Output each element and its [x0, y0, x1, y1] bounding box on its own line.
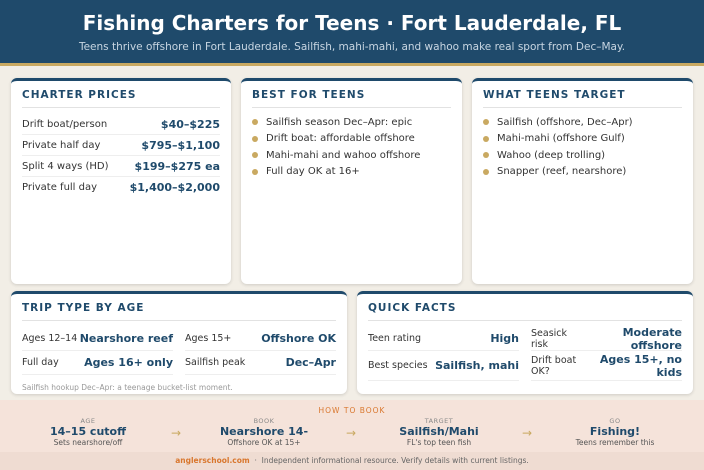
bullet: Mahi-mahi and wahoo offshore — [252, 147, 451, 164]
card: WHAT TEENS TARGET Sailfish (offshore, De… — [472, 78, 693, 284]
pair: Ages 15+ Offshore OK — [185, 327, 336, 351]
title: Fishing Charters for Teens · Fort Lauder… — [82, 11, 622, 35]
card: TRIP TYPE BY AGE Ages 12–14 Nearshore ree… — [11, 291, 347, 394]
text: Drift boat: affordable offshore — [266, 133, 415, 145]
row: Private full day $1,400–$2,000 — [22, 177, 220, 198]
facts-grid: Ages 12–14 Nearshore reef Ages 15+ Offshor… — [22, 327, 336, 375]
bullet: Full day OK at 16+ — [252, 164, 451, 181]
card-title: CHARTER PRICES — [22, 81, 220, 108]
bullet: Snapper (reef, nearshore) — [483, 164, 682, 181]
text: Sailfish (offshore, Dec–Apr) — [497, 116, 633, 128]
label: Split 4 ways (HD) — [22, 160, 109, 172]
label: Ages 12–14 — [22, 333, 78, 344]
step-note: Sets nearshore/off — [53, 438, 123, 447]
footer-text: Independent informational resource. Veri… — [261, 456, 529, 465]
label: Sailfish peak — [185, 357, 246, 368]
pair: Ages 12–14 Nearshore reef — [22, 327, 173, 351]
label: Private half day — [22, 139, 101, 151]
value: Dec–Apr — [285, 356, 336, 369]
bullet: Wahoo (deep trolling) — [483, 147, 682, 164]
text: Sailfish season Dec–Apr: epic — [266, 116, 413, 128]
footer: anglerschool.com · Independent informati… — [0, 452, 704, 470]
step: BOOK Nearshore 14- Offshore OK at 15+ — [194, 417, 334, 447]
arrow: → — [171, 426, 182, 440]
bullet: Mahi-mahi (offshore Gulf) — [483, 131, 682, 148]
facts-grid: Teen rating High Seasick risk Moderate off… — [368, 325, 682, 381]
text: Mahi-mahi and wahoo offshore — [266, 149, 421, 161]
step-value: Nearshore 14- — [219, 425, 309, 438]
subtitle: Teens thrive offshore in Fort Lauderdale… — [78, 41, 626, 53]
step-label: BOOK — [253, 417, 275, 425]
step-note: FL's top teen fish — [406, 438, 472, 447]
value: $1,400–$2,000 — [129, 181, 220, 194]
label: Best species — [368, 360, 428, 371]
value: $199–$275 ea — [134, 159, 220, 173]
step-label: AGE — [80, 417, 96, 425]
step-value: Fishing! — [589, 425, 641, 438]
card-title: BEST FOR TEENS — [252, 81, 451, 108]
label: Teen rating — [368, 333, 422, 344]
step-note: Offshore OK at 15+ — [227, 438, 301, 447]
value: Ages 15+, no kids — [599, 352, 682, 379]
step: TARGET Sailfish/Mahi FL's top teen fish — [369, 417, 509, 447]
note: Sailfish hookup Dec–Apr: a teenage bucke… — [22, 383, 233, 392]
card-title: QUICK FACTS — [368, 294, 682, 321]
pair: Seasick risk Moderate offshore — [531, 325, 682, 352]
text: Snapper (reef, nearshore) — [497, 166, 627, 178]
pair: Teen rating High — [368, 327, 519, 351]
bullet: Sailfish (offshore, Dec–Apr) — [483, 114, 682, 131]
arrow: → — [522, 426, 533, 440]
pair: Full day Ages 16+ only — [22, 351, 173, 375]
text: Wahoo (deep trolling) — [497, 149, 606, 161]
card-title: TRIP TYPE BY AGE — [22, 294, 336, 321]
value: Moderate offshore — [622, 325, 682, 352]
label: Drift boat OK? — [531, 354, 577, 377]
value: Offshore OK — [261, 332, 336, 345]
label: Ages 15+ — [185, 333, 232, 344]
label: Drift boat/person — [22, 118, 108, 130]
row: Split 4 ways (HD) $199–$275 ea — [22, 156, 220, 177]
text: Mahi-mahi (offshore Gulf) — [497, 133, 625, 145]
step-note: Teens remember this — [575, 438, 655, 447]
section-title: HOW TO BOOK — [318, 406, 386, 415]
value: Ages 16+ only — [84, 356, 173, 369]
value: Nearshore reef — [79, 332, 173, 345]
bullet: Drift boat: affordable offshore — [252, 131, 451, 148]
label: Full day — [22, 357, 59, 368]
step: AGE 14–15 cutoff Sets nearshore/off — [18, 417, 158, 447]
value: Sailfish, mahi — [435, 359, 519, 372]
row: Private half day $795–$1,100 — [22, 135, 220, 156]
step: GO Fishing! Teens remember this — [545, 417, 685, 447]
step-label: TARGET — [424, 417, 454, 425]
bullet: Sailfish season Dec–Apr: epic — [252, 114, 451, 131]
card-title: WHAT TEENS TARGET — [483, 81, 682, 108]
card: QUICK FACTS Teen rating High Seasick risk… — [357, 291, 693, 394]
how-to-book: HOW TO BOOK AGE 14–15 cutoff Sets nearshor… — [0, 400, 704, 452]
row: Drift boat/person $40–$225 — [22, 114, 220, 135]
value: $795–$1,100 — [141, 138, 220, 152]
site: anglerschool.com — [175, 456, 250, 465]
label: Seasick risk — [531, 327, 568, 350]
text: Full day OK at 16+ — [266, 166, 360, 178]
pair: Best species Sailfish, mahi — [368, 351, 519, 381]
pair: Sailfish peak Dec–Apr — [185, 351, 336, 375]
divider — [0, 63, 704, 66]
value: $40–$225 — [160, 117, 220, 131]
card: BEST FOR TEENS Sailfish season Dec–Apr: … — [241, 78, 462, 284]
value: High — [490, 332, 519, 345]
pair: Drift boat OK? Ages 15+, no kids — [531, 351, 682, 381]
step-label: GO — [609, 417, 621, 425]
label: Private full day — [22, 182, 98, 193]
step-value: Sailfish/Mahi — [399, 425, 479, 438]
arrow: → — [346, 426, 357, 440]
card: CHARTER PRICES Drift boat/person $40–$225… — [11, 78, 231, 284]
step-value: 14–15 cutoff — [49, 425, 127, 438]
header: Fishing Charters for Teens · Fort Lauder… — [0, 0, 704, 63]
